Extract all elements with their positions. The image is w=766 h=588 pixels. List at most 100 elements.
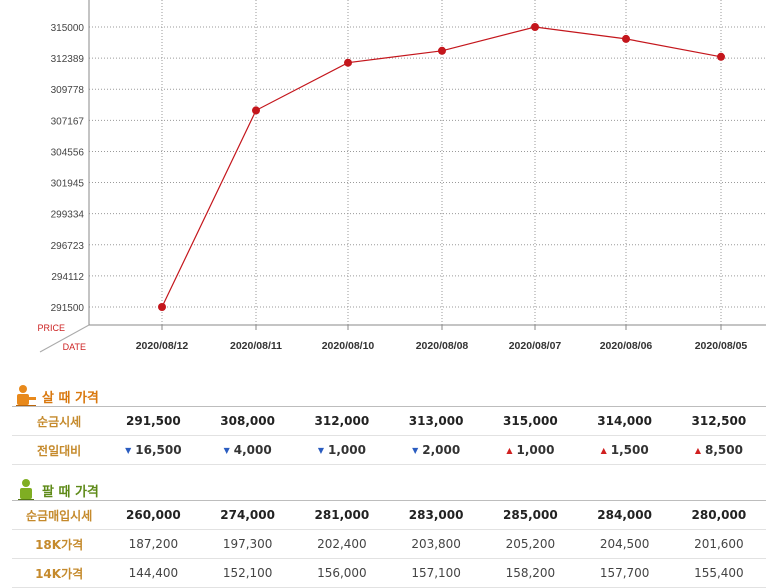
- table-cell: 312,000: [294, 406, 389, 436]
- table-cell: 203,800: [389, 529, 484, 559]
- change-value: 1,000: [327, 443, 366, 457]
- change-cell: ▼ 16,500: [106, 435, 201, 465]
- table-cell: 158,200: [483, 558, 578, 588]
- x-tick-labels: 2020/08/12 2020/08/11 2020/08/10 2020/08/08…: [136, 340, 748, 352]
- row-label-day-change: 전일대비: [12, 435, 107, 465]
- data-point: [252, 106, 260, 115]
- table-cell: 157,700: [577, 558, 672, 588]
- x-tick-label: 2020/08/08: [416, 340, 469, 352]
- change-value: 16,500: [135, 443, 182, 457]
- table-cell: 313,000: [389, 406, 484, 436]
- change-cell: ▲ 8,500: [671, 435, 766, 465]
- y-tick-label: 304556: [51, 147, 85, 158]
- y-tick-label: 307167: [51, 116, 85, 127]
- table-cell: 156,000: [294, 558, 389, 588]
- row-label-pure-gold-buyback: 순금매입시세: [12, 500, 107, 530]
- x-tick-label: 2020/08/07: [509, 340, 562, 352]
- arrow-down-icon: ▼: [412, 446, 419, 455]
- table-row: 14K가격 144,400 152,100 156,000 157,100 15…: [12, 558, 766, 588]
- person-orange-icon: [16, 385, 36, 407]
- data-points: [158, 23, 725, 311]
- change-cell: ▼ 1,000: [294, 435, 389, 465]
- data-point: [622, 34, 630, 43]
- buy-section-title: 살 때 가격: [42, 390, 99, 406]
- sell-price-table: 순금매입시세 260,000 274,000 281,000 283,000 2…: [12, 500, 766, 588]
- table-cell: 284,000: [577, 500, 672, 530]
- arrow-up-icon: ▲: [600, 446, 607, 455]
- buy-price-table: 순금시세 291,500 308,000 312,000 313,000 315…: [12, 406, 766, 465]
- change-cell: ▲ 1,500: [577, 435, 672, 465]
- table-cell: 144,400: [106, 558, 201, 588]
- row-label-14k: 14K가격: [12, 558, 107, 588]
- table-cell: 152,100: [200, 558, 295, 588]
- table-cell: 274,000: [200, 500, 295, 530]
- y-tick-label: 301945: [51, 179, 85, 190]
- x-tick-label: 2020/08/12: [136, 340, 189, 352]
- table-cell: 187,200: [106, 529, 201, 559]
- y-axis-label: PRICE: [37, 323, 65, 333]
- table-row: 전일대비 ▼ 16,500 ▼ 4,000 ▼ 1,000 ▼ 2,000 ▲ 1,000…: [12, 435, 766, 465]
- y-tick-label: 309778: [51, 85, 85, 96]
- table-cell: 285,000: [483, 500, 578, 530]
- y-tick-label: 299334: [51, 210, 85, 221]
- table-row: 순금시세 291,500 308,000 312,000 313,000 315…: [12, 406, 766, 436]
- chart-axes: [39, 0, 766, 353]
- x-axis-label: DATE: [63, 342, 86, 352]
- table-cell: 280,000: [671, 500, 766, 530]
- y-tick-label: 294112: [51, 272, 84, 283]
- change-value: 2,000: [422, 443, 461, 457]
- y-tick-label: 312389: [51, 54, 85, 65]
- table-cell: 281,000: [294, 500, 389, 530]
- table-cell: 312,500: [671, 406, 766, 436]
- table-cell: 291,500: [106, 406, 201, 436]
- x-tick-label: 2020/08/11: [230, 340, 282, 352]
- arrow-up-icon: ▲: [694, 446, 701, 455]
- table-cell: 202,400: [294, 529, 389, 559]
- sell-section-title: 팔 때 가격: [42, 484, 99, 500]
- table-cell: 308,000: [200, 406, 295, 436]
- x-tick-label: 2020/08/05: [695, 340, 748, 352]
- change-value: 4,000: [233, 443, 272, 457]
- data-point: [438, 46, 446, 55]
- table-cell: 155,400: [671, 558, 766, 588]
- change-cell: ▲ 1,000: [483, 435, 578, 465]
- x-tick-label: 2020/08/06: [600, 340, 653, 352]
- table-row: 18K가격 187,200 197,300 202,400 203,800 20…: [12, 529, 766, 559]
- data-point: [344, 58, 352, 67]
- table-cell: 197,300: [200, 529, 295, 559]
- y-tick-label: 291500: [51, 303, 85, 314]
- table-cell: 283,000: [389, 500, 484, 530]
- table-row: 순금매입시세 260,000 274,000 281,000 283,000 2…: [12, 500, 766, 530]
- row-label-pure-gold: 순금시세: [12, 406, 107, 436]
- data-point: [531, 23, 539, 31]
- sell-section-header: 팔 때 가격: [14, 478, 99, 502]
- buy-section-header: 살 때 가격: [14, 384, 99, 408]
- data-point: [717, 52, 725, 61]
- table-cell: 157,100: [389, 558, 484, 588]
- change-cell: ▼ 2,000: [389, 435, 484, 465]
- y-tick-label: 296723: [51, 241, 85, 252]
- arrow-up-icon: ▲: [506, 446, 513, 455]
- chart-gridlines: [89, 0, 766, 325]
- arrow-down-icon: ▼: [317, 446, 324, 455]
- arrow-down-icon: ▼: [125, 446, 132, 455]
- y-tick-label: 315000: [51, 23, 85, 34]
- table-cell: 204,500: [577, 529, 672, 559]
- change-value: 8,500: [704, 443, 743, 457]
- change-value: 1,500: [610, 443, 649, 457]
- arrow-down-icon: ▼: [223, 446, 230, 455]
- person-green-icon: [18, 479, 34, 501]
- row-label-18k: 18K가격: [12, 529, 107, 559]
- data-point: [158, 303, 166, 311]
- change-value: 1,000: [516, 443, 555, 457]
- change-cell: ▼ 4,000: [200, 435, 295, 465]
- table-cell: 315,000: [483, 406, 578, 436]
- table-cell: 205,200: [483, 529, 578, 559]
- price-line-chart: 315000 312389 309778 307167 304556 301945 2993…: [37, 0, 766, 353]
- table-cell: 201,600: [671, 529, 766, 559]
- axis-corner-diagonal: [39, 324, 90, 353]
- x-tick-label: 2020/08/10: [322, 340, 375, 352]
- table-cell: 260,000: [106, 500, 201, 530]
- y-tick-labels: 315000 312389 309778 307167 304556 301945 2993…: [51, 23, 85, 314]
- table-cell: 314,000: [577, 406, 672, 436]
